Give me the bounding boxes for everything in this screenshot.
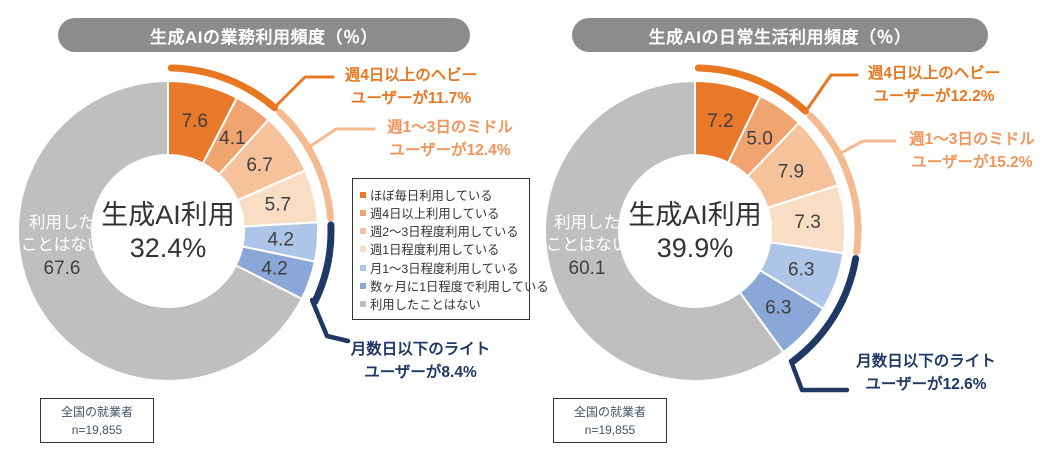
no-use-value-label: 60.1 bbox=[569, 258, 606, 279]
center-label-text: 生成AI利用 bbox=[628, 200, 762, 230]
legend-bullet-icon bbox=[360, 301, 366, 308]
center-label-text: 生成AI利用 bbox=[101, 200, 235, 230]
annotation-light-users: 月数日以下のライト ユーザーが8.4% bbox=[348, 338, 493, 385]
group-bracket-arc-middle bbox=[806, 112, 862, 256]
donut-svg: 7.6 4.16.7 5.7 4.2 4.2 利用したことはない 67.6 bbox=[17, 64, 376, 382]
legend-label: 利用したことはない bbox=[370, 298, 481, 313]
group-bracket-arc-heavy bbox=[694, 64, 809, 115]
sample-population: 全国の就業者 bbox=[573, 404, 646, 419]
panel-work-usage: 生成AIの業務利用頻度（％） 7.6 4.1 6.7 5.7 4.2 4.2 利用した ことは… bbox=[17, 18, 524, 443]
donut-segment-6 bbox=[17, 80, 303, 382]
segment-value-label: 4.2 bbox=[261, 258, 287, 279]
no-use-label: 利用した bbox=[554, 213, 620, 232]
legend-label: 週2～3日程度利用している bbox=[370, 225, 519, 240]
chart-title-daily: 生成AIの日常生活利用頻度（％） bbox=[572, 18, 988, 52]
panel-daily-life-usage: 生成AIの日常生活利用頻度（％） 7.2 5.0 7.9 7.3 6.3 6.3 利用したこ… bbox=[525, 0, 1050, 460]
chart-title-work: 生成AIの業務利用頻度（％） bbox=[58, 18, 470, 52]
no-use-label: ことはない bbox=[546, 235, 629, 254]
sample-size-box: 全国の就業者 n=19,855 bbox=[40, 398, 154, 443]
group-bracket-arc-heavy bbox=[167, 64, 279, 112]
legend-item: 利用したことはない bbox=[360, 296, 523, 313]
annotation-line: ユーザーが12.4% bbox=[389, 142, 511, 160]
sample-size-box: 全国の就業者 n=19,855 bbox=[553, 398, 667, 443]
annotation-line: 週4日以上のヘビー bbox=[867, 65, 1001, 82]
segment-value-label: 4.2 bbox=[267, 229, 293, 250]
legend-item: 週4日以上利用している bbox=[360, 204, 523, 221]
no-use-label: ことはない bbox=[21, 235, 104, 254]
legend-bullet-icon bbox=[360, 209, 366, 216]
legend-item: ほぼ毎日利用している bbox=[360, 186, 523, 203]
center-value-text: 32.4% bbox=[129, 232, 207, 263]
legend-bullet-icon bbox=[360, 246, 366, 253]
legend-box: ほぼ毎日利用している 週4日以上利用している週2～3日程度利用している 週1日程度利… bbox=[352, 178, 549, 320]
sample-population: 全国の就業者 bbox=[60, 404, 133, 419]
annotation-line: ユーザーが11.7% bbox=[350, 90, 472, 108]
legend-bullet-icon bbox=[360, 283, 366, 290]
segment-value-label: 7.3 bbox=[794, 212, 820, 233]
leader-line-middle bbox=[837, 139, 897, 156]
group-bracket-arc-middle bbox=[276, 108, 334, 222]
legend-item: 数ヶ月に1日程度で利用している bbox=[360, 278, 549, 295]
annotation-line: ユーザーが8.4% bbox=[364, 364, 477, 382]
legend-bullet-icon bbox=[360, 264, 366, 271]
legend-label: 月1～3日程度利用している bbox=[370, 261, 519, 276]
segment-value-label: 7.2 bbox=[707, 111, 733, 132]
annotation-middle-users: 週1～3日のミドル ユーザーが12.4% bbox=[376, 116, 524, 163]
annotation-line: 月数日以下のライト bbox=[350, 341, 491, 358]
segment-value-label: 4.1 bbox=[219, 128, 245, 149]
donut-segment-6 bbox=[544, 80, 785, 382]
donut-center-label: 生成AI利用 32.4% bbox=[58, 199, 278, 265]
annotation-line: 月数日以下のライト bbox=[856, 353, 996, 370]
legend-label: 週4日以上利用している bbox=[370, 206, 500, 221]
no-use-label: 利用した bbox=[29, 213, 95, 232]
sample-n: n=19,855 bbox=[584, 422, 636, 437]
annotation-line: ユーザーが12.2% bbox=[873, 88, 995, 106]
leader-line-heavy bbox=[804, 73, 859, 113]
legend-label: ほぼ毎日利用している bbox=[370, 188, 493, 203]
center-value-text: 39.9% bbox=[656, 232, 734, 263]
sample-n: n=19,855 bbox=[71, 422, 123, 437]
segment-value-label: 5.7 bbox=[265, 194, 291, 215]
annotation-light-users: 月数日以下のライト ユーザーが12.6% bbox=[851, 350, 1001, 397]
segment-value-label: 7.9 bbox=[778, 161, 804, 182]
annotation-heavy-users: 週4日以上のヘビー ユーザーが12.2% bbox=[859, 62, 1009, 109]
legend-bullet-icon bbox=[360, 228, 366, 235]
leader-line-light bbox=[309, 297, 351, 344]
leader-line-heavy bbox=[274, 75, 335, 108]
legend-item: 週1日程度利用している bbox=[360, 241, 523, 258]
leader-line-middle bbox=[304, 127, 376, 151]
annotation-line: 週1～3日のミドル bbox=[387, 119, 513, 136]
segment-value-label: 6.3 bbox=[788, 259, 814, 280]
leader-line-light bbox=[788, 358, 850, 393]
group-bracket-arc-light bbox=[311, 221, 335, 306]
legend-item: 月1～3日程度利用している bbox=[360, 259, 523, 276]
annotation-line: 週4日以上のヘビー bbox=[344, 67, 478, 84]
legend-label: 週1日程度利用している bbox=[370, 243, 500, 258]
donut-svg: 7.2 5.0 7.9 7.3 6.3 6.3 利用したことはない 60.1 bbox=[544, 64, 897, 393]
no-use-value-label: 67.6 bbox=[44, 258, 81, 279]
segment-value-label: 6.7 bbox=[246, 155, 272, 176]
annotation-line: 週1～3日のミドル bbox=[909, 131, 1035, 148]
segment-value-label: 5.0 bbox=[746, 128, 772, 149]
segment-value-label: 6.3 bbox=[765, 297, 791, 318]
group-bracket-arc-light bbox=[790, 255, 860, 365]
annotation-middle-users: 週1～3日のミドル ユーザーが15.2% bbox=[897, 128, 1047, 175]
legend-item: 週2～3日程度利用している bbox=[360, 223, 523, 240]
legend-bullet-icon bbox=[360, 191, 366, 198]
legend-label: 数ヶ月に1日程度で利用している bbox=[370, 280, 549, 295]
annotation-heavy-users: 週4日以上のヘビー ユーザーが11.7% bbox=[336, 64, 486, 111]
annotation-line: ユーザーが12.6% bbox=[865, 376, 987, 394]
segment-value-label: 7.6 bbox=[181, 111, 207, 132]
donut-center-label: 生成AI利用 39.9% bbox=[585, 199, 805, 265]
annotation-line: ユーザーが15.2% bbox=[911, 154, 1033, 172]
